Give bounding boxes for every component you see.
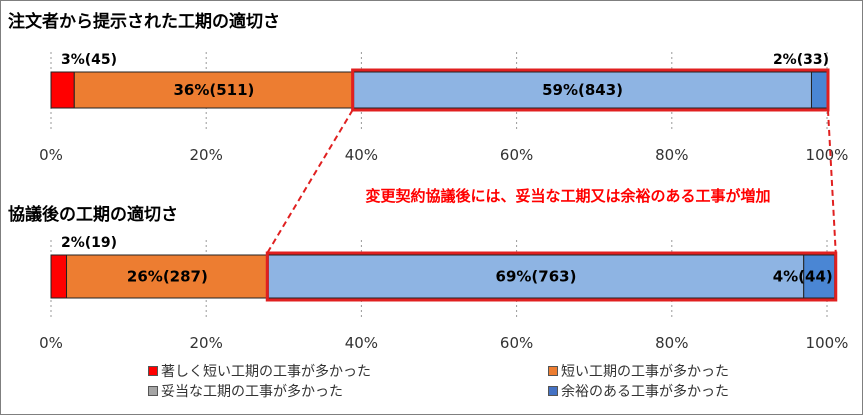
data-label-appropriate: 69%(763) (496, 268, 577, 286)
highlight-box-2 (265, 251, 838, 302)
legend-label-very-short: 著しく短い工期の工事が多かった (161, 364, 371, 380)
bar-segment-ample (810, 71, 828, 109)
bar-segment-short (66, 254, 269, 299)
x-tick-label: 60% (500, 146, 533, 164)
legend-label-appropriate: 妥当な工期の工事が多かった (161, 384, 343, 400)
legend-swatch-ample (548, 386, 558, 396)
x-tick-label: 60% (500, 334, 533, 352)
x-tick-label: 0% (39, 334, 63, 352)
data-label-short: 36%(511) (173, 81, 254, 99)
bar-segment-very-short (50, 254, 68, 299)
x-tick-label: 100% (806, 146, 849, 164)
bar-segment-short (73, 71, 355, 109)
legend-swatch-short (548, 366, 558, 376)
legend-item-short: 短い工期の工事が多かった (548, 361, 729, 381)
legend-item-appropriate: 妥当な工期の工事が多かった (148, 381, 343, 401)
bar-segment-appropriate (353, 71, 812, 109)
legend-swatch-appropriate (148, 386, 158, 396)
x-tick-label: 40% (345, 334, 378, 352)
bar-segment-appropriate (267, 254, 805, 299)
highlight-box-1 (351, 68, 830, 112)
chart-title-2: 協議後の工期の適切さ (8, 204, 178, 225)
bar-segment-very-short (50, 71, 75, 109)
data-label-very-short: 3%(45) (61, 52, 117, 68)
x-tick-label: 40% (345, 146, 378, 164)
x-tick-label: 0% (39, 146, 63, 164)
connector-right (827, 109, 837, 254)
legend-item-very-short: 著しく短い工期の工事が多かった (148, 361, 371, 381)
x-tick-label: 80% (655, 146, 688, 164)
legend-label-short: 短い工期の工事が多かった (561, 364, 729, 380)
legend-item-ample: 余裕のある工事が多かった (548, 381, 729, 401)
x-tick-label: 80% (655, 334, 688, 352)
data-label-appropriate: 59%(843) (542, 81, 623, 99)
legend-label-ample: 余裕のある工事が多かった (561, 384, 729, 400)
annotation-text: 変更契約協議後には、妥当な工期又は余裕のある工事が増加 (365, 187, 770, 205)
data-label-short: 26%(287) (127, 268, 208, 286)
chart-title-1: 注文者から提示された工期の適切さ (8, 11, 280, 32)
connector-left (266, 109, 354, 254)
bar-segment-ample (803, 254, 836, 299)
x-tick-label: 20% (190, 334, 223, 352)
data-label-ample: 4%(44) (773, 268, 833, 286)
x-tick-label: 100% (806, 334, 849, 352)
data-label-very-short: 2%(19) (61, 235, 117, 251)
data-label-ample: 2%(33) (773, 52, 829, 68)
x-tick-label: 20% (190, 146, 223, 164)
legend-swatch-very-short (148, 366, 158, 376)
